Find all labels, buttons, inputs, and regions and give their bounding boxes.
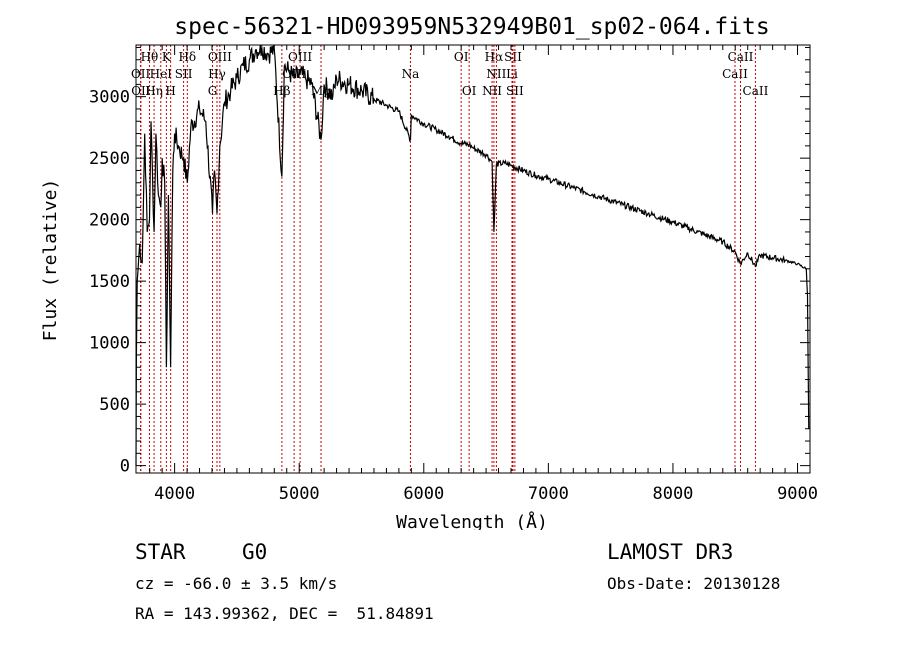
ra-dec: RA = 143.99362, DEC = 51.84891 [135, 604, 434, 623]
line-label: Na [402, 67, 420, 81]
line-label: Hα [485, 50, 504, 64]
line-markers: OIIOIIHθHηHeIKHSIIHδGHγOIIIHβOIIIOIIIMgN… [131, 45, 769, 473]
y-tick-label: 500 [99, 395, 130, 415]
line-label: Li [506, 67, 518, 81]
line-label: CaII [728, 50, 754, 64]
y-tick-label: 2500 [89, 149, 130, 169]
line-label: Hθ [141, 50, 159, 64]
x-tick-label: 9000 [777, 484, 818, 504]
line-label: Hγ [208, 67, 226, 81]
axes: 4000 5000 6000 7000 8000 9000 0 500 1000 1500 2000… [89, 45, 818, 504]
line-label: Hη [145, 84, 163, 98]
line-label: H [165, 84, 175, 98]
x-tick-label: 8000 [652, 484, 693, 504]
x-axis-label: Wavelength (Å) [396, 511, 548, 530]
line-label: OIII [288, 50, 312, 64]
x-tick-label: 5000 [279, 484, 320, 504]
x-tick-label: 6000 [403, 484, 444, 504]
y-tick-label: 1000 [89, 334, 130, 354]
line-label: SII [175, 67, 193, 81]
line-label: CaII [722, 67, 748, 81]
y-tick-label: 0 [120, 457, 130, 477]
y-tick-label: 1500 [89, 272, 130, 292]
y-tick-label: 3000 [89, 88, 130, 108]
line-label: Hδ [178, 50, 196, 64]
object-subclass: G0 [242, 540, 268, 564]
spectrum-line [135, 44, 810, 466]
y-axis-label: Flux (relative) [40, 179, 61, 342]
line-label: G [208, 84, 218, 98]
y-tick-label: 2000 [89, 211, 130, 231]
line-label: OI [454, 50, 469, 64]
line-label: SII [504, 50, 522, 64]
x-tick-label: 7000 [528, 484, 569, 504]
obs-date: Obs-Date: 20130128 [607, 574, 781, 593]
line-label: K [162, 50, 172, 64]
spectrum-chart: spec-56321-HD093959N532949B01_sp02-064.f… [40, 14, 818, 533]
line-label: Hβ [273, 84, 290, 98]
line-label: CaII [743, 84, 769, 98]
redshift-text: cz = -66.0 ± 3.5 km/s [135, 574, 338, 593]
chart-title: spec-56321-HD093959N532949B01_sp02-064.f… [174, 14, 769, 40]
line-label: SII [506, 84, 524, 98]
survey-name: LAMOST DR3 [607, 540, 734, 564]
line-label: NII [486, 67, 506, 81]
line-label: OI [462, 84, 477, 98]
plot-frame [135, 44, 811, 474]
line-label: HeI [150, 67, 173, 81]
line-label: OIII [208, 50, 232, 64]
object-class: STAR [135, 540, 186, 564]
x-tick-label: 4000 [154, 484, 195, 504]
line-label: NII [482, 84, 502, 98]
